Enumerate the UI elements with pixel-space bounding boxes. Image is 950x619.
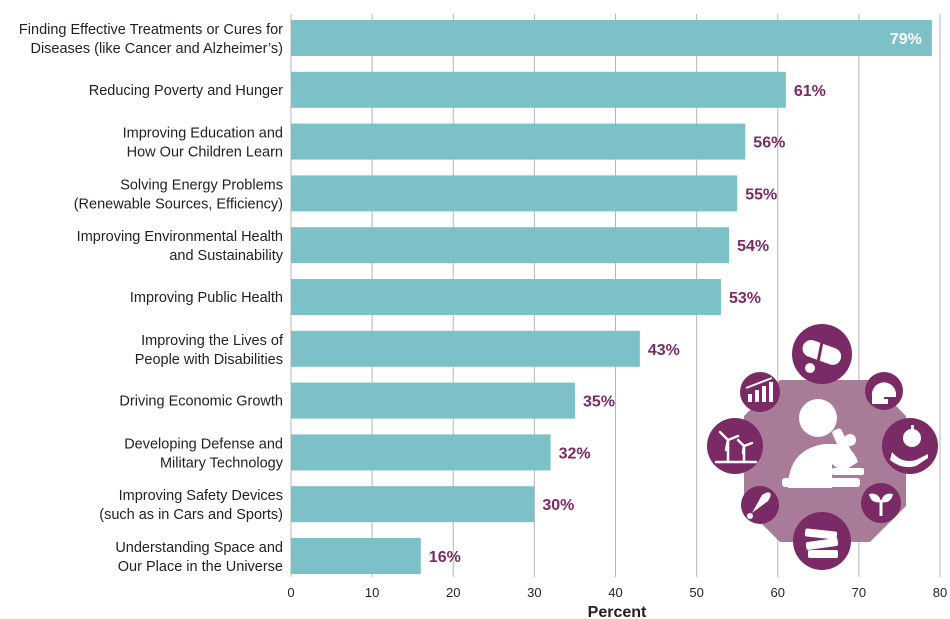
bar (291, 279, 721, 315)
x-tick-label: 0 (287, 585, 294, 600)
wind-turbine-icon (707, 418, 763, 474)
value-label: 32% (559, 445, 591, 462)
scientist-microscope-icon (782, 399, 864, 488)
category-label: Developing Defense and Military Technolog… (124, 436, 284, 471)
value-label: 56% (753, 135, 785, 152)
x-tick-label: 10 (365, 585, 379, 600)
pills-icon (792, 324, 852, 384)
bars (291, 20, 932, 574)
bar-chart-growth-icon (740, 372, 780, 412)
bar (291, 20, 932, 56)
category-label: Improving Environmental Health and Sustai… (77, 229, 284, 264)
category-label: Solving Energy Problems (Renewable Source… (74, 177, 283, 212)
value-label: 53% (729, 290, 761, 307)
value-label: 30% (542, 497, 574, 514)
category-label: Improving Education and How Our Children … (123, 126, 283, 161)
x-tick-label: 40 (608, 585, 622, 600)
bar (291, 538, 421, 574)
football-helmet-icon (865, 372, 903, 410)
x-tick-label: 20 (446, 585, 460, 600)
category-label: Understanding Space and Our Place in the … (115, 540, 283, 575)
category-label: Improving Safety Devices (such as in Cars… (99, 488, 283, 523)
category-labels: Finding Effective Treatments or Cures fo… (19, 22, 284, 575)
bar (291, 227, 730, 264)
bar (291, 123, 746, 160)
research-illustration (707, 324, 938, 570)
rocket-icon (741, 486, 779, 524)
value-label: 16% (429, 549, 461, 566)
x-tick-label: 70 (852, 585, 866, 600)
x-axis-ticks: 0 10 20 30 40 50 60 70 80 (287, 585, 947, 600)
bar (291, 486, 535, 523)
bar (291, 71, 786, 108)
bar (291, 175, 738, 212)
x-tick-label: 50 (689, 585, 703, 600)
bar (291, 434, 551, 471)
category-label: Finding Effective Treatments or Cures fo… (19, 22, 283, 57)
value-labels: 79% 61% 56% 55% 54% 53% 43% 35% 32% 30% 16% (429, 31, 922, 566)
x-tick-label: 80 (933, 585, 947, 600)
apple-hand-icon (882, 418, 938, 474)
category-label: Driving Economic Growth (119, 394, 283, 410)
value-label: 61% (794, 83, 826, 100)
x-tick-label: 30 (527, 585, 541, 600)
value-label: 43% (648, 342, 680, 359)
value-label: 55% (745, 186, 777, 203)
category-label: Reducing Poverty and Hunger (89, 83, 283, 99)
value-label: 54% (737, 238, 769, 255)
bar (291, 330, 640, 367)
x-tick-label: 60 (771, 585, 785, 600)
books-icon (793, 512, 851, 570)
x-axis-title: Percent (588, 604, 647, 619)
value-label: 35% (583, 394, 615, 411)
category-label: Improving the Lives of People with Disabi… (135, 333, 284, 368)
sprout-icon (861, 483, 901, 523)
category-label: Improving Public Health (130, 290, 283, 306)
bar (291, 382, 575, 419)
value-label: 79% (890, 31, 922, 48)
